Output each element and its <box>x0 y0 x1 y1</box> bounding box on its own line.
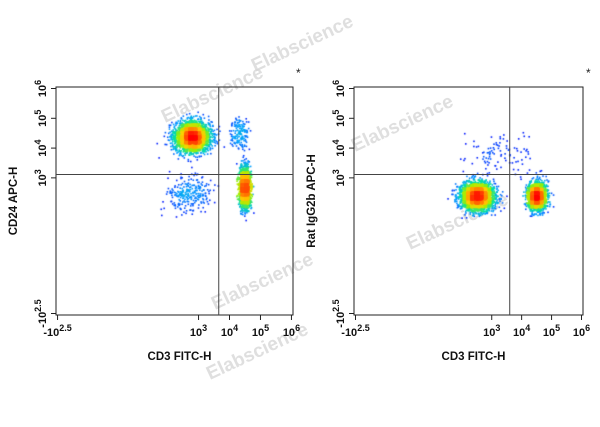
x-tick-label: 103 <box>483 323 500 339</box>
x-tick-label: 104 <box>513 323 530 339</box>
corner-asterisk: * <box>586 66 591 80</box>
y-tick-label: 103 <box>331 169 347 186</box>
y-tick-label: 106 <box>33 80 49 97</box>
plot-frame <box>353 86 584 316</box>
x-tick-label: -102.5 <box>341 323 369 339</box>
corner-asterisk: * <box>296 66 301 80</box>
y-axis-label: CD24 APC-H <box>8 167 20 236</box>
y-tick-label: 104 <box>33 139 49 156</box>
x-tick-label: 104 <box>221 323 238 339</box>
x-axis-label: CD3 FITC-H <box>442 351 506 363</box>
y-tick-label: 103 <box>33 169 49 186</box>
density-dots <box>354 87 583 315</box>
density-dots <box>56 87 293 315</box>
y-axis-label: Rat IgG2b APC-H <box>306 154 318 248</box>
x-tick-label: 105 <box>252 323 269 339</box>
x-axis-label: CD3 FITC-H <box>148 351 212 363</box>
flow-plot-2: -102.5 103 104 105 106 -102.5 103 104 105 106 CD3 … <box>306 66 591 363</box>
x-tick-label: 103 <box>190 323 207 339</box>
y-tick-label: 105 <box>331 110 347 127</box>
x-tick-label: 106 <box>573 323 590 339</box>
y-tick-label: -102.5 <box>331 299 347 327</box>
y-tick-label: -102.5 <box>33 299 49 327</box>
flow-plot-1: -102.5 103 104 105 106 -102.5 103 104 105 106 CD3 … <box>8 66 301 363</box>
watermark-text: Elabscience <box>248 11 356 76</box>
x-tick-label: 106 <box>283 323 300 339</box>
y-tick-label: 105 <box>33 110 49 127</box>
plot-frame <box>55 86 294 316</box>
y-tick-label: 106 <box>331 80 347 97</box>
y-tick-label: 104 <box>331 139 347 156</box>
x-tick-label: -102.5 <box>43 323 71 339</box>
x-tick-label: 105 <box>543 323 560 339</box>
